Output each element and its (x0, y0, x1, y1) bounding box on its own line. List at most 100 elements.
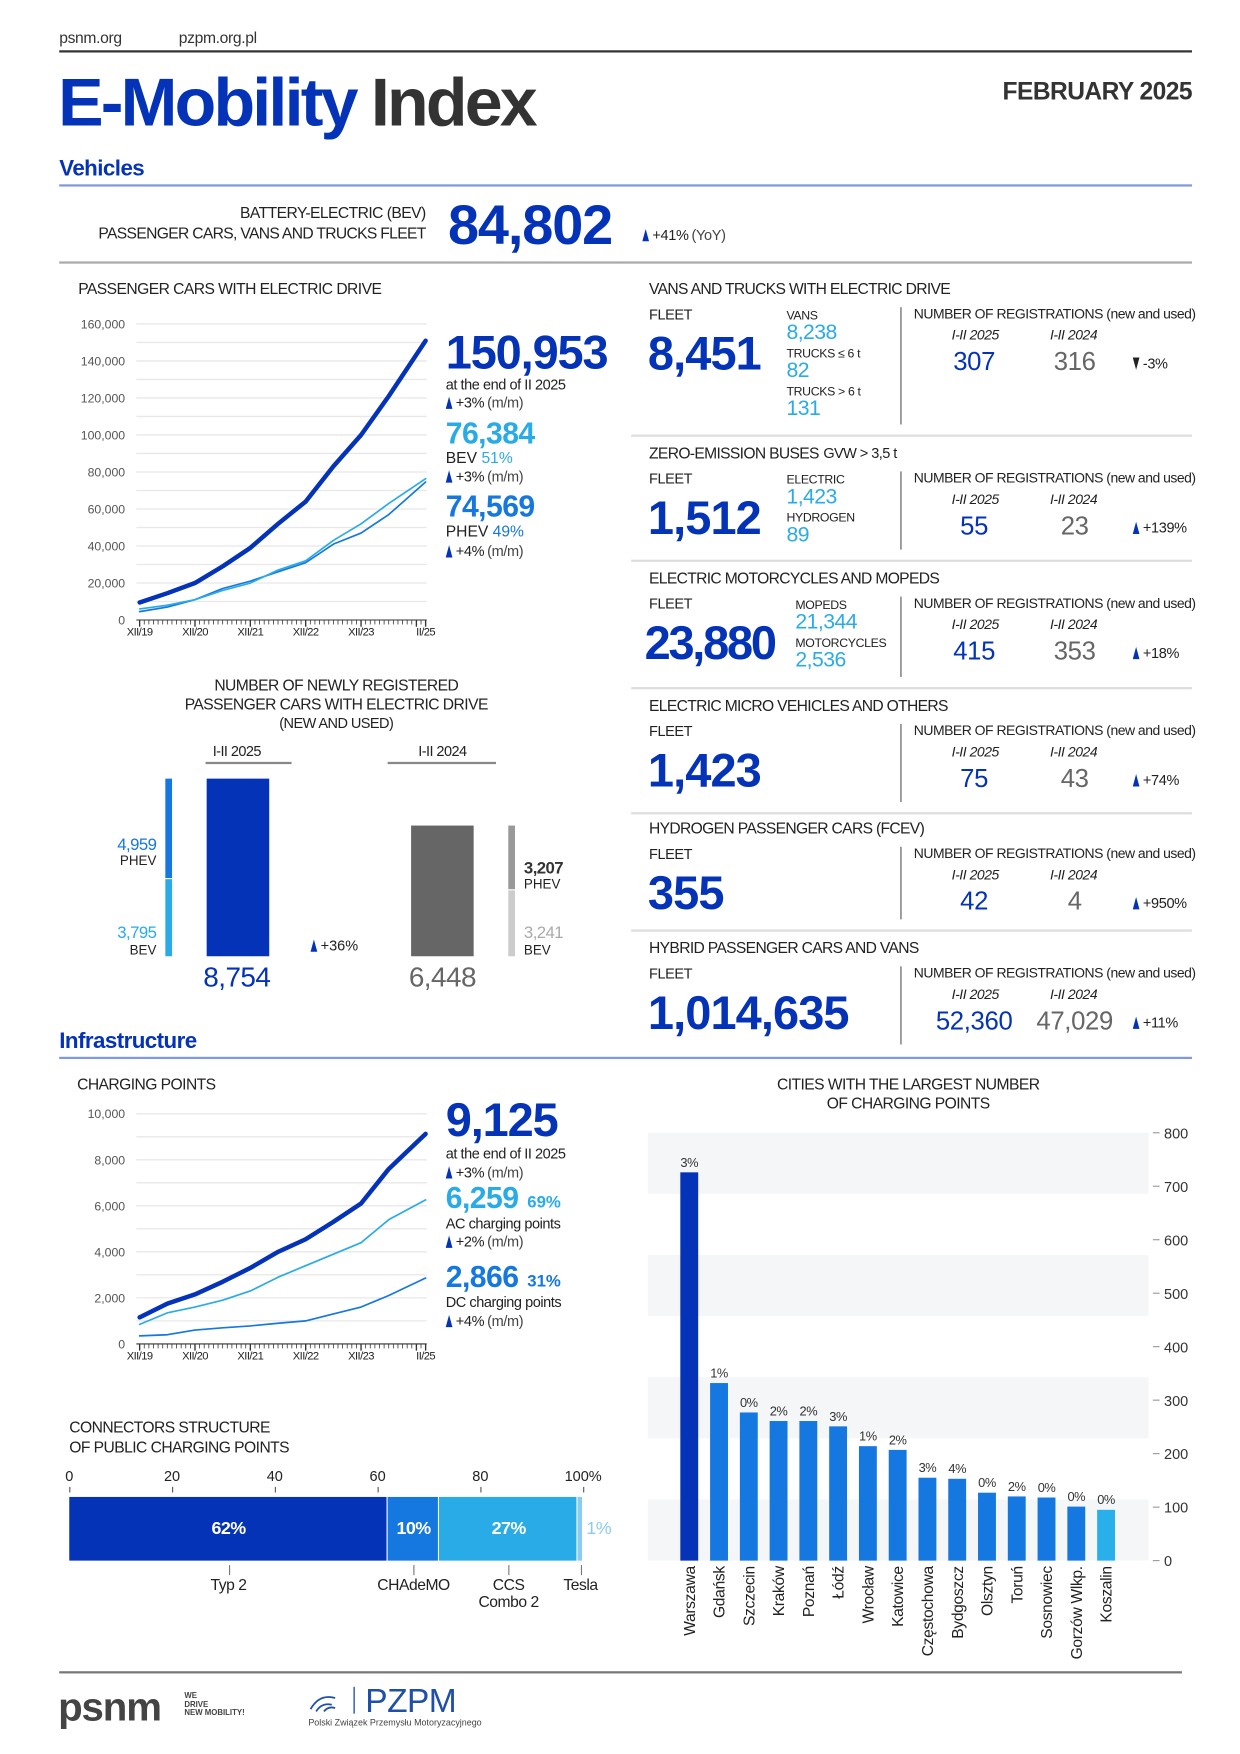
x-tick-label: XII/22 (293, 1351, 319, 1363)
panel-divider-vertical (900, 471, 902, 550)
city-name-label: Łódź (831, 1566, 848, 1599)
breakdown-label: ELECTRIC (786, 473, 845, 488)
city-bar (1067, 1506, 1086, 1561)
bev-segment (508, 890, 515, 957)
bev-fleet-rule (59, 261, 1192, 264)
period-label: I-II 2024 (418, 742, 467, 760)
registrations-change: +139% (1142, 519, 1187, 537)
cities-title-2: OF CHARGING POINTS (826, 1094, 990, 1112)
breakdown-label: MOPEDS (795, 598, 847, 613)
connector-name: Typ 2 (210, 1575, 247, 1594)
city-name-label: Koszalin (1099, 1566, 1116, 1622)
link-pzpm[interactable]: pzpm.org.pl (178, 28, 257, 47)
registrations-label: NUMBER OF REGISTRATIONS (new and used) (913, 722, 1196, 739)
triangle-up-icon (642, 229, 650, 242)
bev-label: BEV (445, 448, 478, 467)
total-label: 8,754 (203, 962, 271, 994)
connectors-title-1: CONNECTORS STRUCTURE (69, 1417, 270, 1436)
triangle-up-icon (445, 1235, 453, 1248)
series-line-ac (138, 1199, 427, 1326)
report-date: FEBRUARY 2025 (1002, 76, 1193, 105)
registrations-label: NUMBER OF REGISTRATIONS (new and used) (913, 845, 1196, 862)
infrastructure-rule (59, 1056, 1192, 1060)
triangle-up-icon (1132, 897, 1140, 910)
city-share-label: 1% (710, 1365, 728, 1380)
panel-divider-vertical (900, 846, 902, 920)
footer-rule (59, 1671, 1182, 1673)
period-label: I-II 2025 (212, 742, 262, 760)
year-previous: I-II 2024 (1049, 986, 1098, 1003)
total-bar (206, 778, 270, 957)
registrations-label: NUMBER OF REGISTRATIONS (new and used) (913, 470, 1196, 487)
breakdown-label: TRUCKS ≤ 6 t (786, 347, 861, 361)
registrations-previous: 23 (1060, 510, 1089, 540)
registrations-current: 415 (953, 636, 996, 666)
city-share-label: 0% (1067, 1489, 1085, 1504)
y-tick-label: 100,000 (81, 428, 126, 442)
connector-segment (439, 1496, 577, 1561)
bev-fleet-value: 84,802 (447, 193, 613, 257)
fleet-label: FLEET (649, 305, 693, 323)
connectors-title-2: OF PUBLIC CHARGING POINTS (69, 1438, 290, 1456)
change-note: (m/m) (487, 1233, 524, 1250)
new-reg-title-2: PASSENGER CARS WITH ELECTRIC DRIVE (184, 695, 489, 714)
x-tick-label: XII/21 (237, 1351, 263, 1363)
change-note: (m/m) (487, 467, 524, 485)
charging-points-title: CHARGING POINTS (77, 1075, 216, 1093)
change-note: (m/m) (487, 542, 524, 560)
panel-divider (631, 929, 1192, 932)
y-tick-label: 6,000 (94, 1199, 125, 1213)
section-vehicles: Vehicles (59, 156, 145, 181)
city-share-label: 0% (1097, 1492, 1115, 1507)
city-name-label: Kraków (771, 1565, 788, 1616)
change-value: +2% (455, 1233, 485, 1250)
connector-share-label: 10% (396, 1519, 431, 1539)
x-tick-label: II/25 (416, 1351, 435, 1363)
city-bar (1037, 1497, 1056, 1561)
connector-leader (413, 1565, 415, 1576)
x-tick-label: 100% (564, 1467, 602, 1485)
city-bar (799, 1421, 818, 1561)
x-tick-label: XII/21 (237, 627, 263, 639)
y-tick-label: 120,000 (81, 391, 126, 405)
breakdown-value: 8,238 (786, 321, 837, 345)
triangle-up-icon (445, 1166, 453, 1179)
background-band (647, 1132, 1149, 1194)
city-share-label: 0% (978, 1475, 996, 1490)
passenger-cars-title: PASSENGER CARS WITH ELECTRIC DRIVE (78, 279, 382, 298)
y-tick-label: 8,000 (94, 1153, 125, 1167)
x-tick (377, 1486, 379, 1493)
link-psnm[interactable]: psnm.org (59, 28, 122, 47)
panel-title: VANS AND TRUCKS WITH ELECTRIC DRIVE (649, 279, 951, 298)
fleet-value: 1,512 (647, 491, 762, 544)
connector-name: Combo 2 (478, 1592, 539, 1611)
year-previous: I-II 2024 (1049, 616, 1098, 633)
city-name-label: Poznań (801, 1566, 818, 1617)
city-share-label: 3% (829, 1409, 847, 1424)
panel-title: ZERO-EMISSION BUSES (649, 443, 819, 462)
psnm-tagline: NEW MOBILITY! (184, 1709, 245, 1718)
fleet-label: FLEET (649, 722, 693, 740)
fleet-value: 355 (647, 866, 725, 920)
panel-divider (631, 812, 1192, 815)
phev-name-label: PHEV (119, 853, 157, 869)
triangle-down-icon (1132, 357, 1140, 370)
breakdown-label: MOTORCYCLES (795, 636, 887, 651)
year-previous: I-II 2024 (1049, 327, 1098, 344)
y-tick-label: 0 (118, 1337, 125, 1351)
y-tick-label: 700 (1164, 1180, 1188, 1196)
city-bar (739, 1412, 758, 1561)
y-tick-label: 600 (1164, 1233, 1188, 1249)
change-note: (m/m) (487, 1163, 524, 1181)
connector-leader (228, 1565, 230, 1576)
city-bar (1007, 1496, 1026, 1561)
section-infrastructure: Infrastructure (59, 1028, 197, 1054)
city-name-label: Wrocław (860, 1565, 877, 1623)
bev-segment (165, 879, 173, 957)
registrations-change: -3% (1142, 355, 1168, 372)
period-underline (205, 761, 292, 765)
